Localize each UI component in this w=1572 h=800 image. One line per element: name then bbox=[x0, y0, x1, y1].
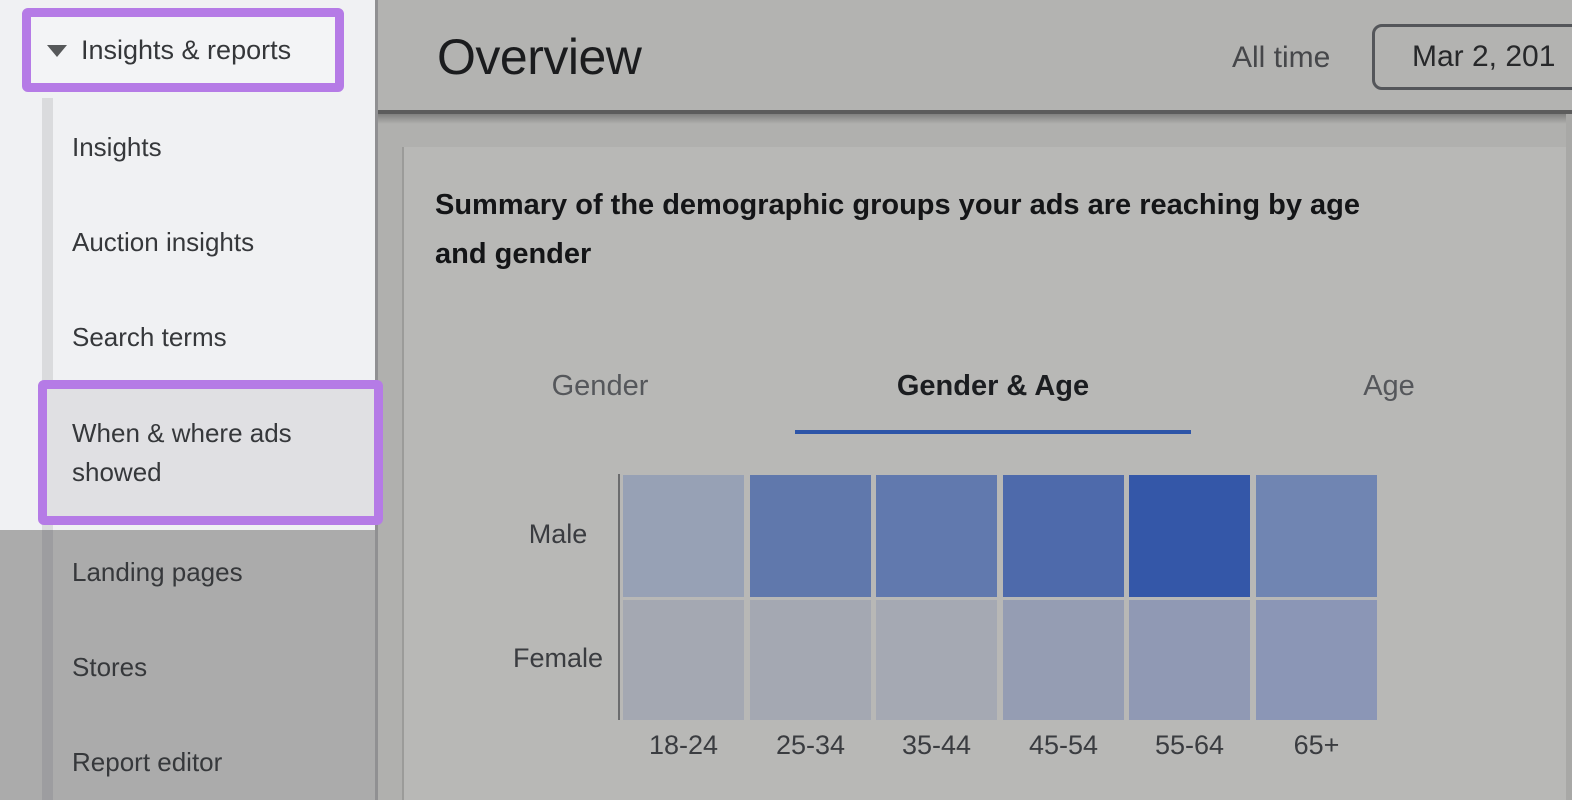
heatmap-cell-female-65plus[interactable] bbox=[1256, 600, 1377, 720]
tab-gender-age[interactable]: Gender & Age bbox=[896, 370, 1090, 402]
heatmap-cell-male-25-34[interactable] bbox=[750, 475, 871, 597]
sidebar-item-auction-insights[interactable]: Auction insights bbox=[72, 227, 255, 257]
heatmap-col-label-18-24: 18-24 bbox=[648, 730, 719, 760]
header-divider-shadow bbox=[378, 114, 1572, 124]
heatmap-cell-female-25-34[interactable] bbox=[750, 600, 871, 720]
sidebar-item-landing-pages[interactable]: Landing pages bbox=[72, 557, 243, 587]
heatmap-cell-male-45-54[interactable] bbox=[1003, 475, 1124, 597]
card-summary-line1: Summary of the demographic groups your a… bbox=[435, 189, 1361, 221]
sidebar-item-when-where-ads-showed-highlight[interactable]: When & where ads showed bbox=[38, 380, 383, 525]
heatmap-row-label-female: Female bbox=[512, 643, 604, 673]
date-range-label[interactable]: All time bbox=[1232, 41, 1331, 74]
sidebar-item-report-editor[interactable]: Report editor bbox=[72, 747, 223, 777]
page-title: Overview bbox=[437, 29, 642, 85]
heatmap-col-label-25-34: 25-34 bbox=[775, 730, 846, 760]
insights-reports-header[interactable]: Insights & reports bbox=[81, 35, 292, 65]
heatmap-cell-female-55-64[interactable] bbox=[1129, 600, 1250, 720]
heatmap-col-label-35-44: 35-44 bbox=[901, 730, 972, 760]
header-divider bbox=[378, 110, 1572, 114]
heatmap-cell-female-35-44[interactable] bbox=[876, 600, 997, 720]
heatmap-cell-male-35-44[interactable] bbox=[876, 475, 997, 597]
heatmap-col-label-55-64: 55-64 bbox=[1154, 730, 1225, 760]
date-picker-button[interactable]: Mar 2, 201 bbox=[1372, 24, 1572, 90]
sidebar-item-search-terms[interactable]: Search terms bbox=[72, 322, 227, 352]
heatmap-axis-line bbox=[618, 474, 620, 720]
heatmap-cell-male-55-64[interactable] bbox=[1129, 475, 1250, 597]
sidebar-item-stores[interactable]: Stores bbox=[72, 652, 148, 682]
heatmap-cell-female-45-54[interactable] bbox=[1003, 600, 1124, 720]
sidebar-item-when-where-ads-showed[interactable]: When & where ads showed bbox=[72, 417, 292, 487]
heatmap-col-label-45-54: 45-54 bbox=[1028, 730, 1099, 760]
heatmap-cell-male-18-24[interactable] bbox=[623, 475, 744, 597]
tab-age[interactable]: Age bbox=[1363, 370, 1415, 402]
heatmap-cell-female-18-24[interactable] bbox=[623, 600, 744, 720]
tab-gender[interactable]: Gender bbox=[551, 370, 649, 402]
card-summary-line2: and gender bbox=[435, 238, 592, 270]
heatmap-cell-male-65plus[interactable] bbox=[1256, 475, 1377, 597]
selected-tab-underline bbox=[795, 430, 1191, 434]
heatmap-col-label-65plus: 65+ bbox=[1293, 730, 1340, 760]
card-right-edge bbox=[1566, 114, 1572, 800]
insights-reports-header-highlight: Insights & reports bbox=[22, 8, 344, 92]
collapse-triangle-icon[interactable] bbox=[47, 45, 67, 57]
sidebar-item-insights[interactable]: Insights bbox=[72, 132, 162, 162]
heatmap-row-label-male: Male bbox=[528, 519, 588, 549]
